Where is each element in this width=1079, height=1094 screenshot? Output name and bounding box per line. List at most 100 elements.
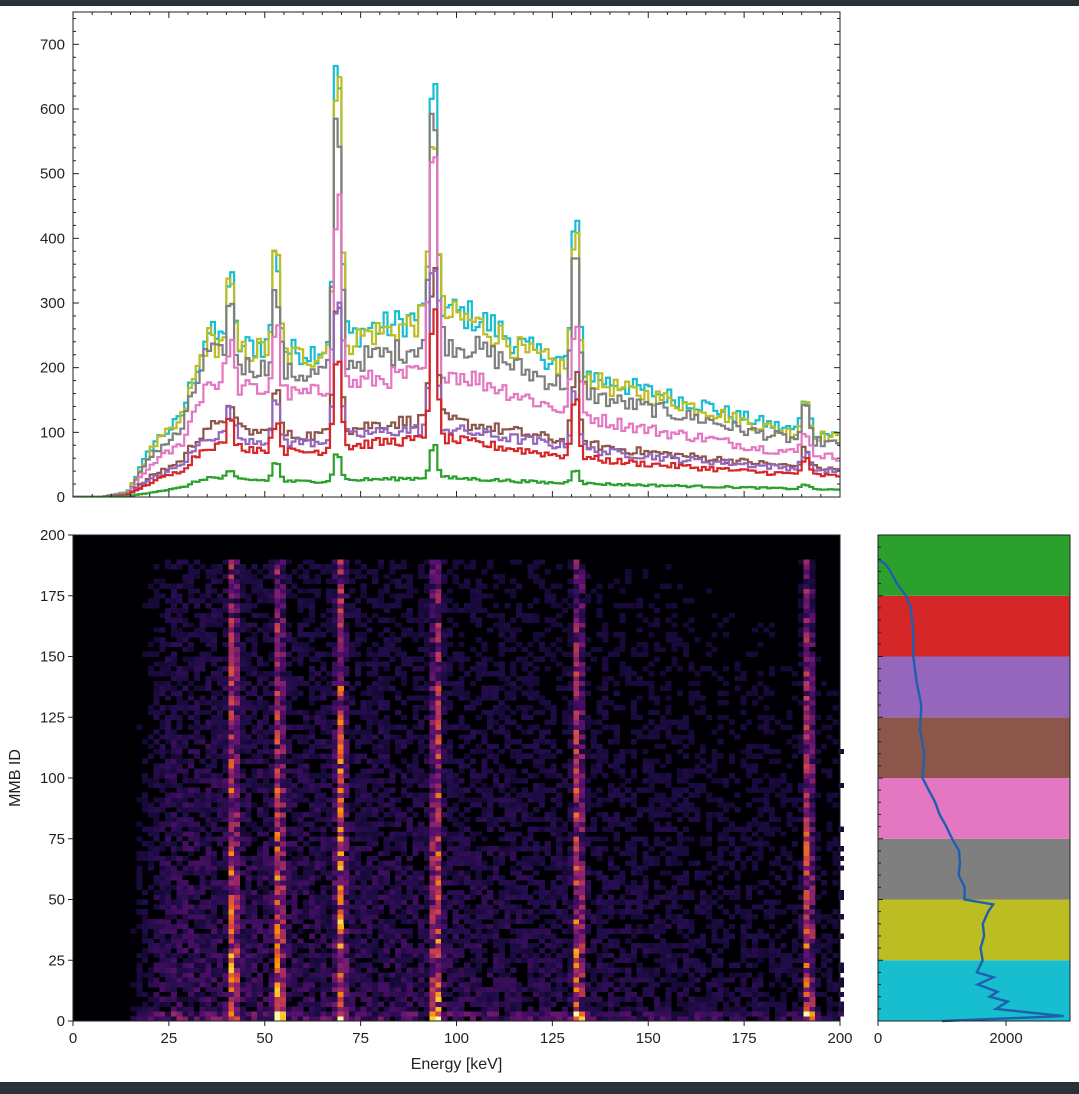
heatmap-cell — [423, 991, 431, 998]
heatmap-cell — [694, 792, 701, 798]
heatmap-cell — [561, 719, 569, 725]
heatmap-cell — [285, 880, 292, 886]
heatmap-cell — [515, 846, 523, 852]
heatmap-cell — [205, 962, 212, 968]
heatmap-cell — [763, 909, 770, 915]
heatmap-cell — [527, 977, 534, 983]
heatmap-cell — [688, 860, 695, 866]
heatmap-cell — [446, 743, 454, 750]
heatmap-cell — [291, 792, 298, 798]
heatmap-cell — [596, 918, 603, 925]
heatmap-cell — [469, 918, 477, 925]
heatmap-cell — [251, 773, 258, 779]
heatmap-cell — [654, 821, 661, 827]
heatmap-cell — [510, 1001, 517, 1007]
heatmap-cell — [412, 1016, 419, 1022]
heatmap-cell — [199, 812, 206, 818]
heatmap-cell — [446, 899, 454, 905]
heatmap-cell — [567, 758, 574, 764]
heatmap-cell — [596, 870, 603, 876]
heatmap-cell — [222, 836, 229, 842]
heatmap-cell — [464, 753, 471, 759]
heatmap-cell — [383, 850, 390, 857]
heatmap-cell — [556, 782, 563, 789]
heatmap-cell — [239, 846, 246, 852]
heatmap-cell — [274, 763, 281, 769]
heatmap-cell — [636, 899, 643, 905]
heatmap-cell — [188, 972, 195, 978]
heatmap-cell — [268, 982, 275, 988]
heatmap-cell — [320, 865, 327, 871]
heatmap-cell — [613, 787, 620, 793]
heatmap-cell — [797, 807, 804, 813]
heatmap-cell — [441, 758, 448, 764]
heatmap-cell — [239, 841, 246, 847]
heatmap-cell — [648, 923, 655, 930]
heatmap-cell — [774, 1006, 781, 1012]
heatmap-cell — [700, 967, 707, 973]
heatmap-cell — [280, 792, 287, 798]
heatmap-cell — [746, 909, 753, 915]
heatmap-cell — [234, 714, 241, 721]
heatmap-cell — [774, 792, 781, 798]
heatmap-cell — [510, 846, 517, 852]
heatmap-cell — [579, 792, 586, 798]
heatmap-cell — [429, 734, 436, 740]
heatmap-cell — [205, 709, 212, 716]
heatmap-cell — [475, 991, 482, 998]
heatmap-cell — [815, 758, 822, 764]
heatmap-cell — [751, 933, 758, 939]
heatmap-cell — [165, 928, 172, 934]
heatmap-cell — [326, 918, 333, 925]
heatmap-cell — [567, 962, 574, 968]
heatmap-cell — [769, 826, 776, 832]
heatmap-cell — [257, 748, 264, 755]
heatmap-cell — [671, 1016, 678, 1022]
heatmap-cell — [717, 972, 724, 978]
heatmap-cell — [182, 938, 189, 944]
heatmap-cell — [527, 753, 534, 759]
heatmap-cell — [366, 831, 373, 837]
heatmap-cell — [464, 972, 471, 978]
heatmap-cell — [458, 982, 465, 988]
heatmap-cell — [671, 894, 678, 900]
heatmap-cell — [234, 938, 241, 944]
heatmap-cell — [354, 991, 362, 998]
heatmap-cell — [257, 855, 264, 862]
heatmap-cell — [176, 855, 183, 862]
heatmap-cell — [234, 802, 241, 808]
heatmap-cell — [291, 773, 298, 779]
heatmap-cell — [567, 918, 574, 925]
heatmap-cell — [573, 812, 580, 818]
heatmap-cell — [654, 884, 661, 891]
heatmap-cell — [751, 1011, 758, 1017]
heatmap-cell — [487, 768, 494, 774]
heatmap-cell — [182, 957, 189, 964]
heatmap-cell — [389, 778, 396, 784]
heatmap-cell — [251, 724, 258, 730]
heatmap-cell — [182, 758, 189, 764]
heatmap-cell — [400, 962, 408, 968]
heatmap-cell — [498, 855, 505, 862]
heatmap-cell — [251, 938, 258, 944]
heatmap-cell — [136, 850, 143, 857]
heatmap-cell — [245, 982, 252, 988]
heatmap-cell — [429, 986, 436, 993]
heatmap-cell — [550, 1011, 557, 1017]
heatmap-cell — [544, 962, 551, 968]
heatmap-cell — [705, 826, 712, 832]
heatmap-cell — [630, 802, 638, 808]
heatmap-cell — [452, 802, 459, 808]
heatmap-cell — [222, 991, 229, 998]
heatmap-cell — [366, 724, 373, 730]
heatmap-cell — [429, 758, 436, 764]
heatmap-cell — [556, 972, 563, 978]
heatmap-cell — [176, 948, 183, 954]
heatmap-cell — [308, 982, 316, 988]
heatmap-cell — [567, 938, 574, 944]
heatmap-cell — [343, 758, 350, 764]
heatmap-cell — [504, 957, 511, 964]
heatmap-cell — [372, 734, 379, 740]
heatmap-cell — [308, 957, 316, 964]
heatmap-cell — [630, 753, 638, 759]
